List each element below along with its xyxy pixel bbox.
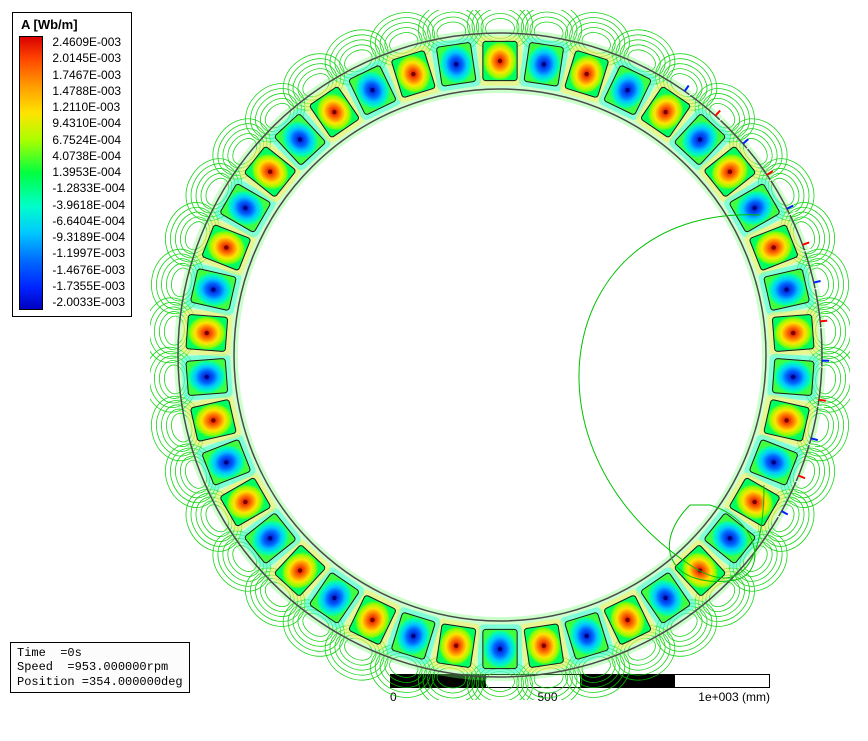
legend-value: 2.0145E-003 [49,52,125,64]
legend-value: -3.9618E-004 [49,199,125,211]
legend-value: 9.4310E-004 [49,117,125,129]
field-plot [150,10,850,700]
plot-svg [150,10,850,700]
legend-value: -1.4676E-003 [49,264,125,276]
legend-value: -1.2833E-004 [49,182,125,194]
legend-value: -1.7355E-003 [49,280,125,292]
legend-value: 6.7524E-004 [49,134,125,146]
legend-value: -2.0033E-003 [49,296,125,308]
legend-title: A [Wb/m] [19,17,125,32]
legend-value: -9.3189E-004 [49,231,125,243]
legend-value: 1.7467E-003 [49,69,125,81]
legend-labels: 2.4609E-003 2.0145E-003 1.7467E-003 1.47… [49,36,125,308]
legend-body: 2.4609E-003 2.0145E-003 1.7467E-003 1.47… [19,36,125,310]
legend-panel: A [Wb/m] 2.4609E-003 2.0145E-003 1.7467E… [12,12,132,317]
legend-value: 4.0738E-004 [49,150,125,162]
legend-value: 2.4609E-003 [49,36,125,48]
legend-value: -1.1997E-003 [49,247,125,259]
legend-value: 1.2110E-003 [49,101,125,113]
legend-value: 1.3953E-004 [49,166,125,178]
legend-value: -6.6404E-004 [49,215,125,227]
legend-colorbar [19,36,43,310]
legend-value: 1.4788E-003 [49,85,125,97]
